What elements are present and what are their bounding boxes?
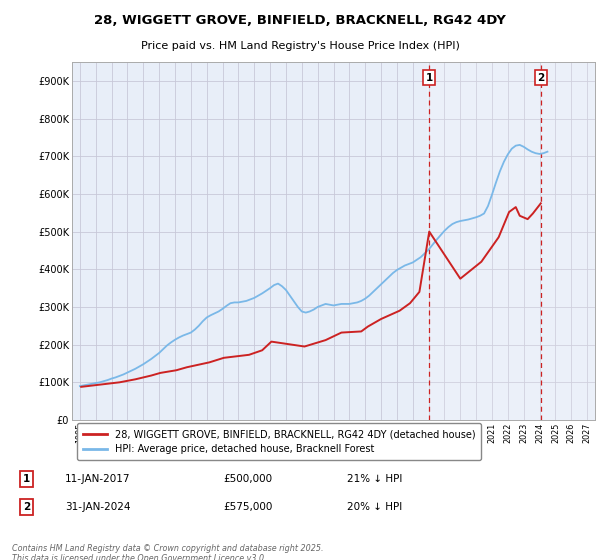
- Text: 28, WIGGETT GROVE, BINFIELD, BRACKNELL, RG42 4DY: 28, WIGGETT GROVE, BINFIELD, BRACKNELL, …: [94, 14, 506, 27]
- Text: 2: 2: [537, 73, 544, 83]
- Text: £500,000: £500,000: [224, 474, 272, 484]
- Legend: 28, WIGGETT GROVE, BINFIELD, BRACKNELL, RG42 4DY (detached house), HPI: Average : 28, WIGGETT GROVE, BINFIELD, BRACKNELL, …: [77, 423, 481, 460]
- Text: 11-JAN-2017: 11-JAN-2017: [65, 474, 130, 484]
- Text: 20% ↓ HPI: 20% ↓ HPI: [347, 502, 402, 512]
- Text: 1: 1: [23, 474, 30, 484]
- Bar: [427, 62, 595, 420]
- Text: 2: 2: [23, 502, 30, 512]
- Text: £575,000: £575,000: [224, 502, 273, 512]
- Text: 31-JAN-2024: 31-JAN-2024: [65, 502, 130, 512]
- Text: Price paid vs. HM Land Registry's House Price Index (HPI): Price paid vs. HM Land Registry's House …: [140, 41, 460, 52]
- Text: Contains HM Land Registry data © Crown copyright and database right 2025.
This d: Contains HM Land Registry data © Crown c…: [12, 544, 323, 560]
- Text: 21% ↓ HPI: 21% ↓ HPI: [347, 474, 403, 484]
- Text: 1: 1: [425, 73, 433, 83]
